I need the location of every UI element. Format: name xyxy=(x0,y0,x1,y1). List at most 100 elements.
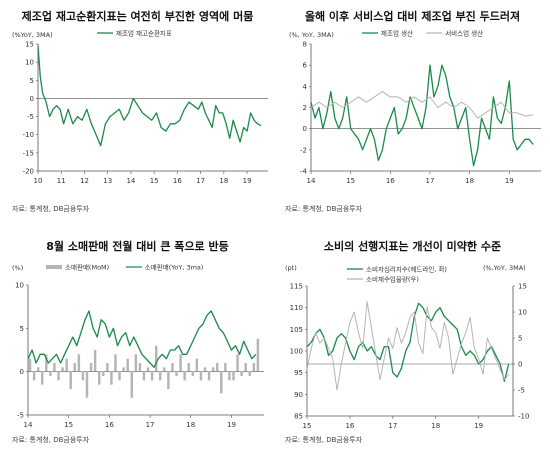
chart-panel-production: 올해 이후 서비스업 대비 제조업 부진 두드러져 (%, YoY, 3MA) 8… xyxy=(275,0,550,225)
x-tick-label: 15 xyxy=(150,177,159,185)
y-tick-label: 115 xyxy=(290,283,303,291)
bar-mom xyxy=(248,371,251,376)
bar-mom xyxy=(150,371,154,381)
chart-source: 자료: 통계청, DB금융투자 xyxy=(12,205,90,213)
y-tick-label: 8 xyxy=(303,41,307,49)
x-tick-label: 18 xyxy=(186,421,195,429)
legend-swatch xyxy=(46,265,62,269)
bar-mom xyxy=(171,363,174,372)
chart-source: 자료: 통계청, DB금융투자 xyxy=(12,436,90,444)
legend-label: 소매판매(YoY, 3ma) xyxy=(145,263,204,272)
y2-tick-label: 15 xyxy=(518,283,527,291)
legend-label: 제조업 재고순환지표 xyxy=(116,29,172,38)
unit-label: (%YoY, 3MA) xyxy=(12,31,53,39)
chart-title: 8월 소매판매 전월 대비 큰 폭으로 반등 xyxy=(46,240,229,253)
y2-tick-label: -10 xyxy=(518,413,529,421)
bar-mom xyxy=(187,363,190,372)
x-tick-label: 19 xyxy=(227,421,236,429)
bar-mom xyxy=(220,371,223,394)
bar-mom xyxy=(49,371,52,376)
y-tick-label: 100 xyxy=(290,348,303,356)
bar-mom xyxy=(252,363,256,372)
legend-label: 서비스업 생산 xyxy=(445,29,483,38)
unit-label: (%) xyxy=(12,264,23,272)
bar-mom xyxy=(159,371,162,381)
x-tick-label: 18 xyxy=(431,422,440,430)
y-tick-label: -20 xyxy=(23,168,34,176)
y-tick-label: -4 xyxy=(300,168,308,176)
bar-mom xyxy=(32,371,36,381)
y2-tick-label: 0 xyxy=(518,361,522,369)
bar-mom xyxy=(118,371,121,381)
bar-mom xyxy=(228,371,231,381)
bar-mom xyxy=(85,371,89,398)
bar-mom xyxy=(81,371,85,381)
chart-title: 소비의 선행지표는 개선이 미약한 수준 xyxy=(323,240,502,253)
x-tick-label: 19 xyxy=(243,177,252,185)
bar-mom xyxy=(73,363,77,372)
bar-mom xyxy=(195,358,199,372)
chart-title: 제조업 재고순환지표는 여전히 부진한 영역에 머뭄 xyxy=(21,10,254,23)
x-tick-label: 12 xyxy=(80,177,89,185)
y-tick-label: 110 xyxy=(290,304,303,312)
y-tick-label: 90 xyxy=(294,391,303,399)
bar-mom xyxy=(130,371,133,398)
bar-mom xyxy=(236,354,239,372)
bar-mom xyxy=(41,371,44,385)
bar-mom xyxy=(106,363,109,372)
series-line-0 xyxy=(306,302,510,382)
y-tick-label: 0 xyxy=(20,368,24,376)
y-tick-label: 2 xyxy=(303,104,307,112)
x-tick-label: 16 xyxy=(345,422,354,430)
legend-label: 제조업 생산 xyxy=(381,29,413,38)
bar-mom xyxy=(102,371,105,376)
y-tick-label: 0 xyxy=(303,125,307,133)
y-tick-label: -2 xyxy=(300,146,307,154)
x-tick-label: 16 xyxy=(173,177,182,185)
production-chart: (%, YoY, 3MA) 8 6 4 2 0 -2 -414 15 16 17 18 19 제조업 생산… xyxy=(289,29,541,185)
bar-mom xyxy=(224,363,227,372)
bar-mom xyxy=(211,367,215,372)
y-tick-label: 10 xyxy=(25,59,34,67)
bar-mom xyxy=(179,354,182,372)
bar-mom xyxy=(53,363,56,372)
bar-mom xyxy=(36,367,40,372)
x-tick-label: 13 xyxy=(103,177,112,185)
bar-mom xyxy=(134,354,138,372)
bar-mom xyxy=(126,358,129,372)
y-tick-label: 4 xyxy=(303,83,308,91)
series-line-0 xyxy=(310,64,534,167)
bar-mom xyxy=(146,367,150,372)
bar-mom xyxy=(244,363,247,372)
x-tick-label: 15 xyxy=(303,422,312,430)
series-line-0 xyxy=(37,45,262,147)
bar-mom xyxy=(138,363,142,372)
y-tick-label: 85 xyxy=(294,413,303,421)
bar-mom xyxy=(142,371,146,381)
chart-panel-consumer-sentiment: 소비의 선행지표는 개선이 미약한 수준 (pt) (%,YoY, 3MA) 115… xyxy=(275,225,550,451)
x-tick-label: 16 xyxy=(105,421,114,429)
bar-mom xyxy=(28,358,32,372)
y-tick-label: 105 xyxy=(290,326,303,334)
bar-mom xyxy=(114,354,117,372)
x-tick-label: 19 xyxy=(505,177,514,185)
consumer-sentiment-chart: (pt) (%,YoY, 3MA)115110105100959085151050… xyxy=(285,264,529,430)
y-tick-label: 10 xyxy=(15,282,24,290)
retail-sales-chart: (%) 10 5 0 -514 15 16 17 18 19 소매판매(MoM) 소매판매(YoY, … xyxy=(12,263,264,429)
bar-mom xyxy=(191,371,195,376)
bar-mom xyxy=(110,371,113,385)
y2-tick-label: 5 xyxy=(518,335,522,343)
x-tick-label: 16 xyxy=(386,177,395,185)
bar-mom xyxy=(97,371,101,385)
y-tick-label: -15 xyxy=(23,149,34,157)
x-tick-label: 14 xyxy=(24,421,33,429)
series-line-0 xyxy=(27,310,257,368)
y2-tick-label: 10 xyxy=(518,309,527,317)
x-tick-label: 17 xyxy=(196,177,205,185)
unit-label-left: (pt) xyxy=(285,264,297,272)
y-tick-label: -10 xyxy=(23,131,34,139)
bar-mom xyxy=(154,345,158,372)
bar-mom xyxy=(163,367,166,372)
x-tick-label: 10 xyxy=(34,177,43,185)
bar-mom xyxy=(93,350,97,372)
